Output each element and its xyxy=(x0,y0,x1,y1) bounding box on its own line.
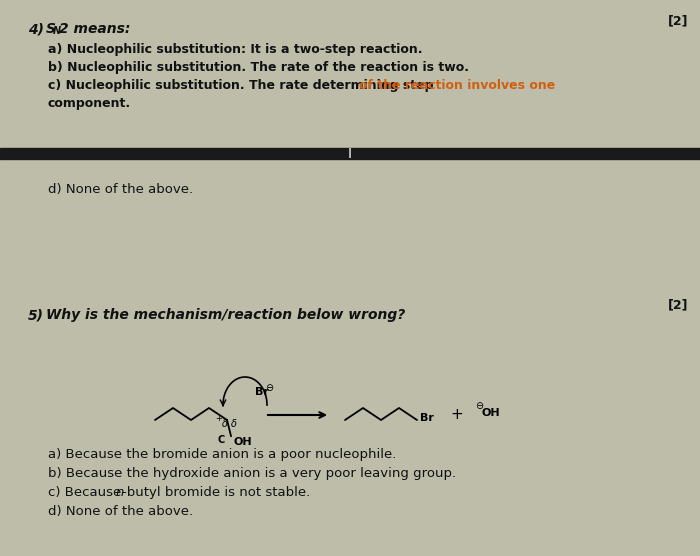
Text: ⊖: ⊖ xyxy=(475,401,483,411)
Text: δ: δ xyxy=(222,419,228,429)
Bar xyxy=(0,148,700,159)
Text: δ: δ xyxy=(231,419,237,429)
Text: b) Because the hydroxide anion is a very poor leaving group.: b) Because the hydroxide anion is a very… xyxy=(48,467,456,480)
Text: Why is the mechanism/reaction below wrong?: Why is the mechanism/reaction below wron… xyxy=(46,308,405,322)
Text: -butyl bromide is not stable.: -butyl bromide is not stable. xyxy=(122,486,310,499)
Text: n: n xyxy=(116,486,125,499)
Text: S: S xyxy=(46,22,56,36)
Text: a) Nucleophilic substitution: It is a two-step reaction.: a) Nucleophilic substitution: It is a tw… xyxy=(48,43,423,56)
Text: 4): 4) xyxy=(28,22,44,36)
Text: Br: Br xyxy=(255,387,269,397)
Text: +: + xyxy=(451,406,463,421)
Text: b) Nucleophilic substitution. The rate of the reaction is two.: b) Nucleophilic substitution. The rate o… xyxy=(48,61,469,74)
Text: [2]: [2] xyxy=(668,14,688,27)
Text: d) None of the above.: d) None of the above. xyxy=(48,183,193,196)
Text: c) Because: c) Because xyxy=(48,486,125,499)
Text: 2 means:: 2 means: xyxy=(59,22,130,36)
Text: d) None of the above.: d) None of the above. xyxy=(48,505,193,518)
Text: a) Because the bromide anion is a poor nucleophile.: a) Because the bromide anion is a poor n… xyxy=(48,448,396,461)
Text: [2]: [2] xyxy=(668,298,688,311)
Text: N: N xyxy=(53,26,61,36)
Text: C: C xyxy=(218,435,225,445)
Text: ⊖: ⊖ xyxy=(265,383,273,393)
Text: OH: OH xyxy=(481,408,500,418)
Text: 5): 5) xyxy=(28,308,44,322)
Text: component.: component. xyxy=(48,97,131,110)
Text: of the reaction involves one: of the reaction involves one xyxy=(359,79,555,92)
Text: Br: Br xyxy=(420,413,434,423)
Text: +: + xyxy=(216,414,223,423)
Text: OH: OH xyxy=(233,437,251,447)
Text: c) Nucleophilic substitution. The rate determining step: c) Nucleophilic substitution. The rate d… xyxy=(48,79,438,92)
Text: I: I xyxy=(348,146,352,161)
